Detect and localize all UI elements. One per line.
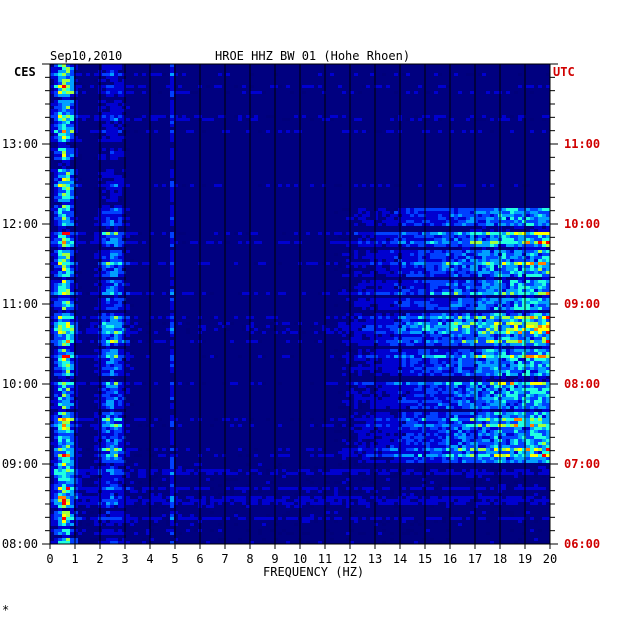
x-tick-label: 13 bbox=[368, 552, 382, 566]
x-tick-label: 11 bbox=[318, 552, 332, 566]
utc-timezone-label: UTC bbox=[553, 65, 575, 79]
left-time-label: 10:00 bbox=[2, 377, 38, 391]
local-timezone-label: CES bbox=[14, 65, 36, 79]
x-tick-label: 2 bbox=[96, 552, 103, 566]
x-tick-label: 8 bbox=[246, 552, 253, 566]
x-tick-label: 9 bbox=[271, 552, 278, 566]
left-time-label: 08:00 bbox=[2, 537, 38, 551]
left-time-labels: 13:00 12:00 11:00 10:00 09:00 08:00 bbox=[2, 137, 38, 551]
x-tick-label: 6 bbox=[196, 552, 203, 566]
x-tick-label: 1 bbox=[71, 552, 78, 566]
x-tick-label: 12 bbox=[343, 552, 357, 566]
x-tick-label: 3 bbox=[121, 552, 128, 566]
date-label: Sep10,2010 bbox=[50, 49, 122, 63]
x-tick-label: 16 bbox=[443, 552, 457, 566]
x-tick-label: 14 bbox=[393, 552, 407, 566]
x-tick-label: 17 bbox=[468, 552, 482, 566]
right-time-label: 09:00 bbox=[564, 297, 600, 311]
chart-title: HROE HHZ BW 01 (Hohe Rhoen) bbox=[215, 49, 410, 63]
x-tick-label: 18 bbox=[493, 552, 507, 566]
left-time-label: 13:00 bbox=[2, 137, 38, 151]
x-axis-label: FREQUENCY (HZ) bbox=[263, 565, 364, 579]
x-tick-label: 5 bbox=[171, 552, 178, 566]
x-tick-label: 20 bbox=[543, 552, 557, 566]
right-time-label: 07:00 bbox=[564, 457, 600, 471]
x-tick-label: 7 bbox=[221, 552, 228, 566]
left-time-label: 11:00 bbox=[2, 297, 38, 311]
x-tick-label: 19 bbox=[518, 552, 532, 566]
axis-ticks bbox=[42, 63, 558, 549]
frequency-gridlines bbox=[74, 64, 526, 544]
x-tick-label: 15 bbox=[418, 552, 432, 566]
right-time-label: 11:00 bbox=[564, 137, 600, 151]
right-time-label: 08:00 bbox=[564, 377, 600, 391]
left-time-label: 09:00 bbox=[2, 457, 38, 471]
right-time-label: 06:00 bbox=[564, 537, 600, 551]
x-tick-labels: 0 1 2 3 4 5 6 7 8 9 10 11 12 13 14 15 16 17 18 19 20 bbox=[46, 552, 557, 566]
right-time-labels: 11:00 10:00 09:00 08:00 07:00 06:00 bbox=[564, 137, 600, 551]
x-tick-label: 10 bbox=[293, 552, 307, 566]
x-tick-label: 0 bbox=[46, 552, 53, 566]
left-time-label: 12:00 bbox=[2, 217, 38, 231]
right-time-label: 10:00 bbox=[564, 217, 600, 231]
footnote-mark: * bbox=[2, 603, 9, 617]
x-tick-label: 4 bbox=[146, 552, 153, 566]
